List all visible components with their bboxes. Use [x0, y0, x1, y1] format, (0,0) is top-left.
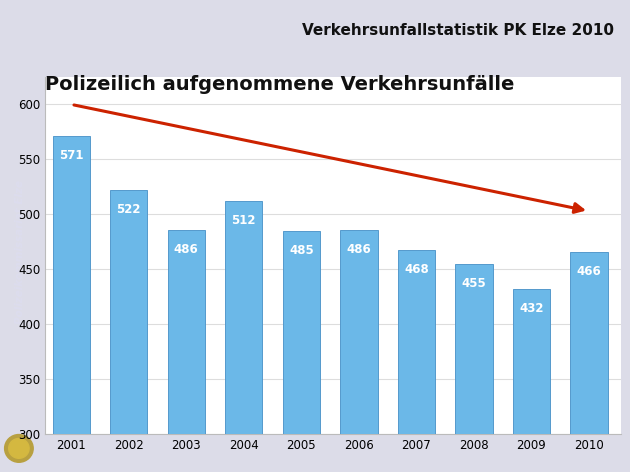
Text: 455: 455 — [462, 277, 486, 290]
Bar — [110, 190, 147, 472]
Bar — [168, 230, 205, 472]
Bar — [398, 250, 435, 472]
Text: 512: 512 — [232, 214, 256, 228]
Text: Verkehrsunfallstatistik PK Elze 2010: Verkehrsunfallstatistik PK Elze 2010 — [302, 23, 614, 38]
Text: Polizeilich aufgenommene Verkehrsunfälle: Polizeilich aufgenommene Verkehrsunfälle — [45, 75, 515, 93]
Circle shape — [9, 438, 29, 458]
Text: 468: 468 — [404, 263, 429, 276]
Text: 432: 432 — [519, 302, 544, 315]
Bar — [455, 264, 493, 472]
Bar — [513, 289, 550, 472]
Text: 486: 486 — [174, 243, 198, 256]
Text: 466: 466 — [576, 265, 601, 278]
Text: 486: 486 — [346, 243, 371, 256]
Circle shape — [4, 435, 33, 462]
Text: 571: 571 — [59, 150, 84, 162]
Bar — [52, 136, 90, 472]
Text: 522: 522 — [117, 203, 141, 216]
Bar — [340, 230, 377, 472]
Bar — [225, 201, 263, 472]
Text: Polizeikommissariat Elze: Polizeikommissariat Elze — [14, 180, 25, 324]
Bar — [283, 231, 320, 472]
Text: 485: 485 — [289, 244, 314, 257]
Bar — [570, 252, 607, 472]
